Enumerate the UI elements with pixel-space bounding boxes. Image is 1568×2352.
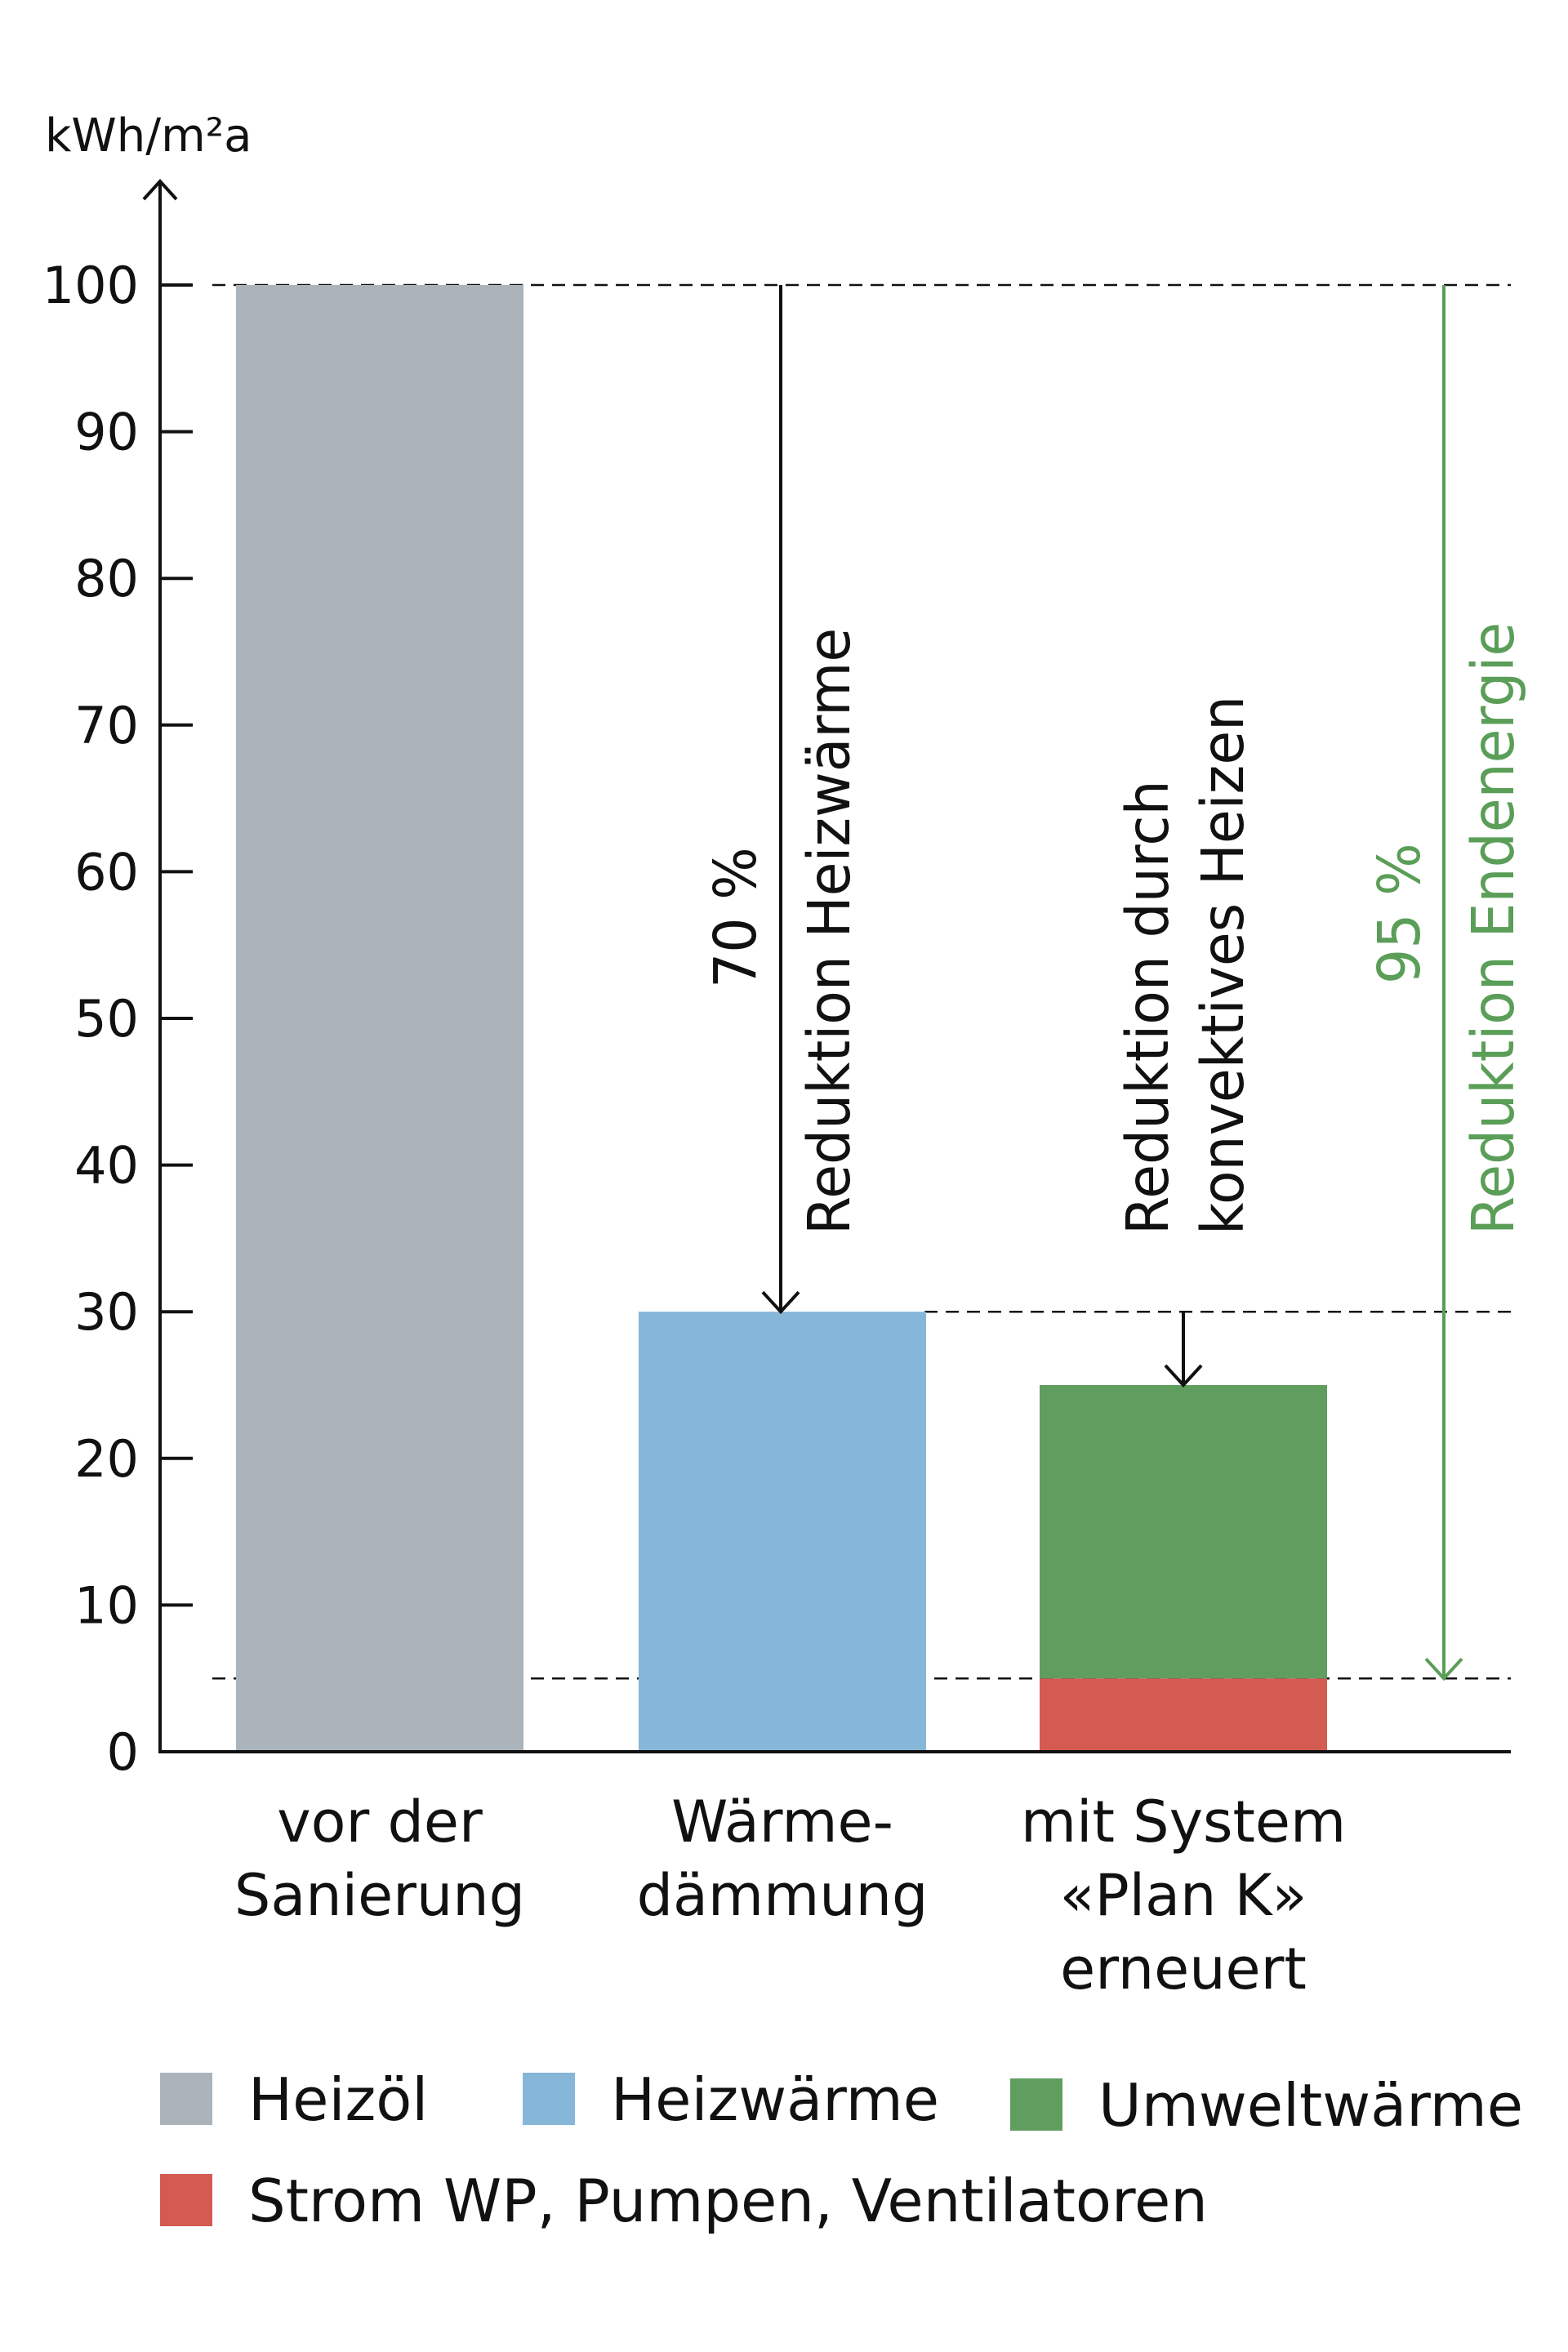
annotation-label: konvektives Heizen (1189, 696, 1257, 1235)
legend-swatch (1010, 2078, 1062, 2131)
legend-label: Heizöl (248, 2065, 428, 2134)
bar-heizöl (236, 285, 523, 1752)
bar-strom-wp-pumpen-ventilatoren (1040, 1678, 1327, 1752)
y-tick-label: 100 (42, 256, 139, 315)
y-tick-label: 20 (74, 1429, 139, 1489)
legend-swatch (160, 2073, 212, 2125)
y-tick-label: 0 (107, 1722, 139, 1782)
legend-swatch (523, 2073, 575, 2125)
x-tick-label: dämmung (637, 1862, 929, 1929)
annotation-percent: 70 % (702, 847, 769, 988)
y-tick-label: 50 (74, 989, 139, 1049)
y-axis-arrow-icon (142, 179, 178, 201)
bar-umweltwärme (1040, 1385, 1327, 1679)
annotation-label: Reduktion durch (1114, 780, 1182, 1235)
annotation-label: Reduktion Endenergie (1459, 622, 1527, 1235)
y-tick-label: 80 (74, 549, 139, 608)
y-tick-label: 60 (74, 842, 139, 902)
y-tick-label: 10 (74, 1575, 139, 1635)
x-tick-label: «Plan K» (1060, 1862, 1307, 1929)
x-tick-label: vor der (277, 1788, 483, 1855)
legend-label: Heizwärme (611, 2065, 939, 2134)
bar-heizwärme (639, 1312, 926, 1752)
legend-swatch (160, 2174, 212, 2226)
legend-label: Umweltwärme (1098, 2071, 1523, 2140)
x-tick-label: Sanierung (234, 1862, 525, 1929)
x-tick-label: mit System (1021, 1788, 1346, 1855)
annotation-percent: 95 % (1365, 843, 1433, 984)
y-tick-label: 90 (74, 403, 139, 462)
y-tick-label: 70 (74, 696, 139, 755)
y-tick-label: 40 (74, 1136, 139, 1196)
y-tick-label: 30 (74, 1282, 139, 1342)
endenergie-reduction-arrow-arrowhead-icon (1424, 1657, 1463, 1682)
legend-label: Strom WP, Pumpen, Ventilatoren (248, 2167, 1208, 2235)
convective-reduction-arrow-arrowhead-icon (1164, 1364, 1203, 1388)
x-tick-label: erneuert (1060, 1936, 1307, 2002)
annotation-label: Reduktion Heizwärme (795, 628, 863, 1235)
x-tick-label: Wärme- (671, 1788, 893, 1855)
heizwaerme-reduction-arrow-arrowhead-icon (761, 1290, 800, 1315)
y-axis-label: kWh/m²a (45, 109, 252, 163)
